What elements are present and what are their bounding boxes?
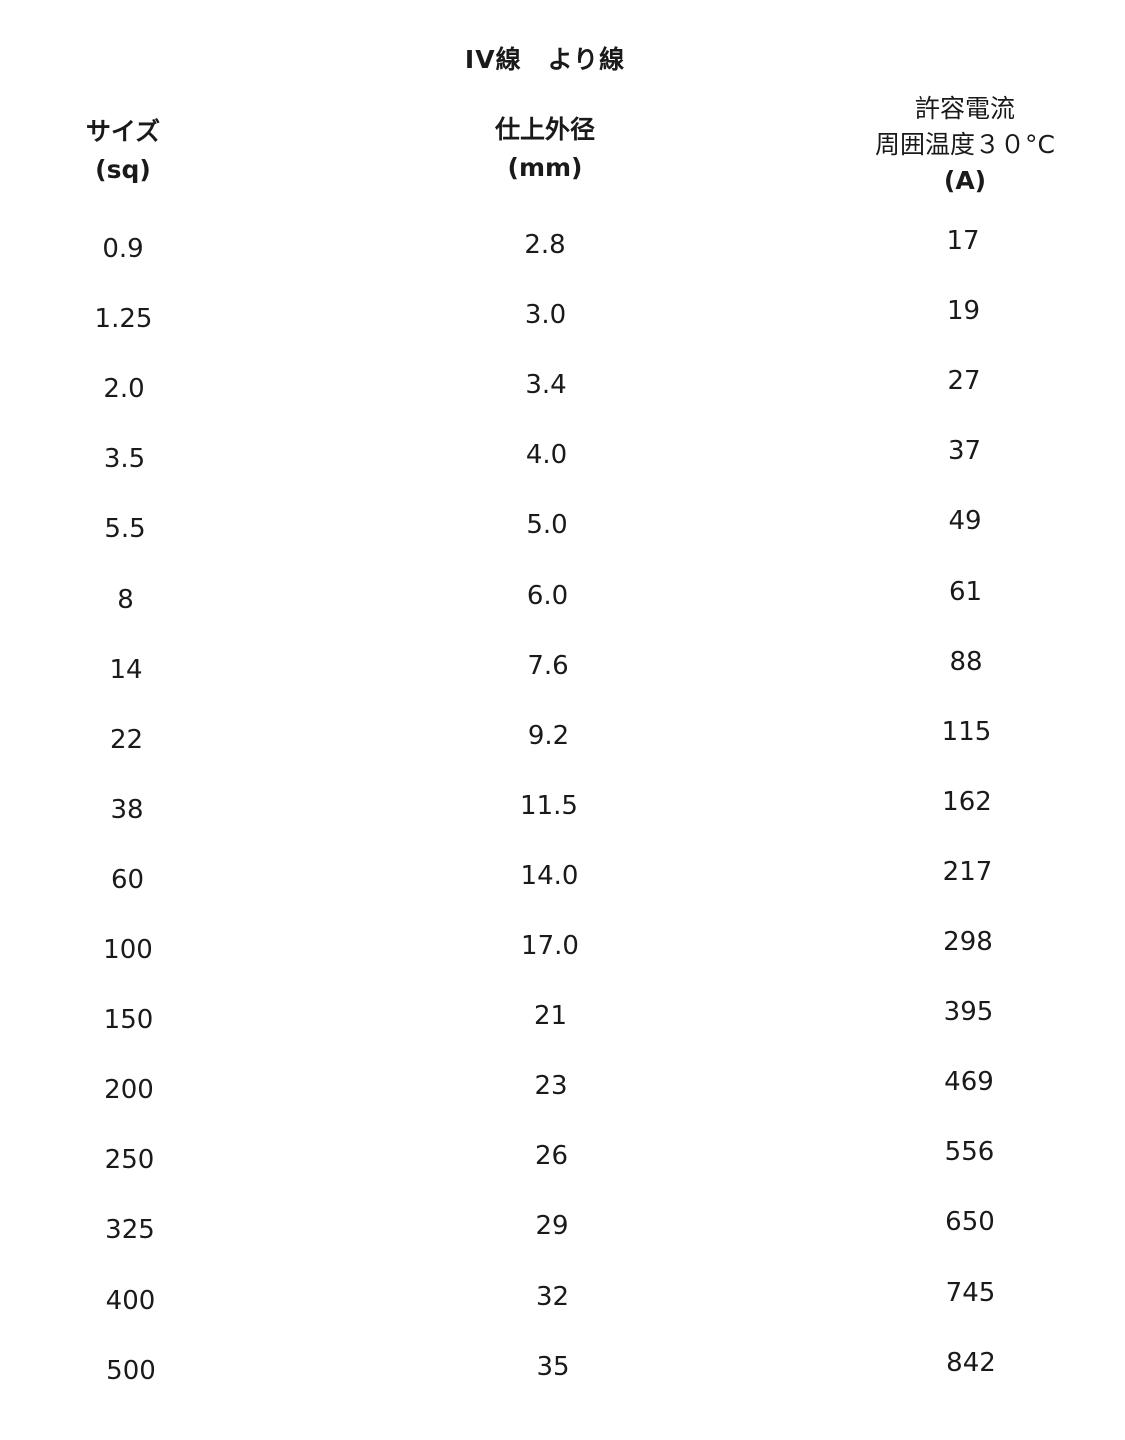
- header-current-label: 許容電流: [914, 94, 1015, 123]
- cell-size: 250: [104, 1145, 155, 1176]
- cell-size: 2.0: [103, 374, 145, 405]
- cell-diameter: 9.2: [527, 720, 570, 751]
- cell-current: 556: [944, 1137, 995, 1168]
- cell-size: 100: [103, 935, 153, 965]
- cell-current: 19: [946, 296, 981, 327]
- table-row: 1.25 3.0 19: [0, 296, 1125, 344]
- cell-size: 400: [105, 1285, 156, 1316]
- table-row: 5.5 5.0 49: [0, 506, 1125, 554]
- cell-diameter: 29: [535, 1211, 569, 1242]
- cell-size: 0.9: [102, 234, 144, 264]
- cell-current: 37: [947, 436, 982, 467]
- header-diameter-label: 仕上外径: [494, 115, 595, 144]
- cell-size: 150: [103, 1005, 154, 1036]
- cell-current: 61: [948, 576, 983, 607]
- cell-current: 27: [947, 366, 981, 397]
- cell-diameter: 4.0: [525, 440, 568, 471]
- table-row: 325 29 650: [0, 1207, 1125, 1255]
- header-current: 許容電流 周囲温度３０°C (A): [840, 91, 1090, 199]
- cell-diameter: 35: [536, 1351, 570, 1382]
- cell-size: 8: [117, 584, 134, 615]
- table-row: 8 6.0 61: [0, 577, 1125, 625]
- cell-diameter: 11.5: [520, 790, 578, 821]
- cell-size: 38: [110, 794, 144, 825]
- header-diameter: 仕上外径 (mm): [440, 111, 650, 187]
- cell-size: 1.25: [94, 304, 153, 335]
- cell-size: 14: [109, 654, 143, 685]
- table-row: 3.5 4.0 37: [0, 436, 1125, 484]
- header-size-label: サイズ: [85, 117, 161, 146]
- table-row: 500 35 842: [0, 1348, 1125, 1396]
- table-row: 60 14.0 217: [0, 857, 1125, 905]
- table-row: 250 26 556: [0, 1137, 1125, 1185]
- table-row: 2.0 3.4 27: [0, 366, 1125, 414]
- cell-diameter: 26: [534, 1141, 569, 1172]
- cell-current: 88: [949, 646, 983, 677]
- table-row: 38 11.5 162: [0, 787, 1125, 835]
- cell-diameter: 7.6: [527, 650, 569, 681]
- cell-diameter: 3.4: [525, 370, 567, 401]
- cell-current: 298: [943, 927, 993, 957]
- cell-current: 650: [945, 1207, 995, 1238]
- header-diameter-unit: (mm): [507, 153, 583, 182]
- table-row: 400 32 745: [0, 1278, 1125, 1326]
- cell-current: 49: [948, 506, 982, 537]
- cell-current: 745: [945, 1277, 996, 1308]
- cell-size: 325: [105, 1215, 155, 1246]
- header-current-condition: 周囲温度３０°C: [875, 130, 1055, 159]
- cell-current: 842: [946, 1347, 996, 1378]
- document-title: IV線 より線: [464, 45, 626, 74]
- cell-diameter: 2.8: [524, 230, 566, 260]
- cell-diameter: 5.0: [526, 510, 568, 541]
- cell-diameter: 14.0: [520, 860, 579, 891]
- cell-current: 395: [943, 997, 994, 1028]
- table-row: 0.9 2.8 17: [0, 226, 1125, 274]
- cell-size: 200: [104, 1075, 154, 1106]
- table-row: 14 7.6 88: [0, 647, 1125, 695]
- header-size-unit: (sq): [95, 155, 151, 184]
- cell-size: 5.5: [104, 514, 146, 545]
- table-row: 100 17.0 298: [0, 927, 1125, 975]
- table-row: 200 23 469: [0, 1067, 1125, 1115]
- cell-diameter: 3.0: [524, 300, 567, 331]
- cell-diameter: 21: [533, 1001, 568, 1032]
- header-current-unit: (A): [943, 166, 987, 195]
- cell-diameter: 17.0: [521, 931, 579, 961]
- header-size: サイズ (sq): [40, 113, 206, 189]
- cell-diameter: 6.0: [526, 580, 569, 611]
- cell-current: 17: [946, 226, 980, 256]
- cell-diameter: 32: [535, 1281, 570, 1312]
- cell-current: 217: [942, 856, 993, 887]
- cell-size: 22: [109, 724, 144, 755]
- table-row: 22 9.2 115: [0, 717, 1125, 765]
- cell-current: 469: [944, 1067, 994, 1098]
- cell-size: 500: [106, 1355, 156, 1386]
- cell-current: 162: [942, 786, 992, 817]
- cell-size: 3.5: [103, 444, 146, 475]
- table-row: 150 21 395: [0, 997, 1125, 1045]
- cell-diameter: 23: [534, 1071, 568, 1102]
- cell-size: 60: [110, 864, 145, 895]
- cell-current: 115: [941, 716, 992, 747]
